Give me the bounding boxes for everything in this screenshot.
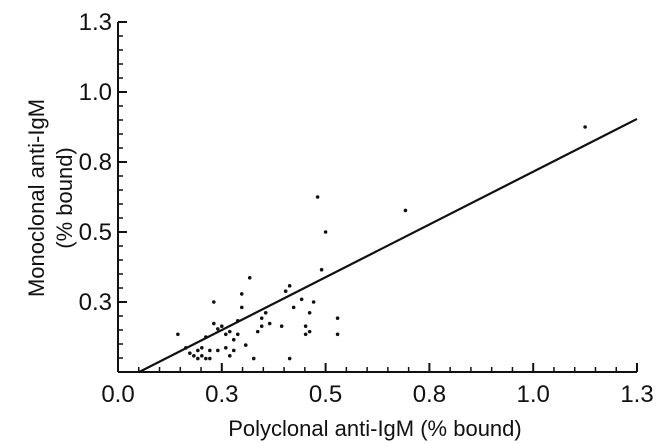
data-point bbox=[287, 284, 292, 288]
data-point bbox=[231, 337, 236, 342]
regression-line bbox=[138, 117, 638, 373]
data-point bbox=[188, 351, 192, 355]
x-tick-label: 0.8 bbox=[413, 381, 446, 408]
x-tick-label: 1.3 bbox=[620, 381, 653, 408]
fit-line-layer bbox=[138, 117, 638, 373]
data-point bbox=[208, 356, 212, 361]
data-point bbox=[200, 345, 204, 350]
data-point bbox=[267, 321, 272, 326]
data-point bbox=[239, 305, 244, 310]
data-point bbox=[204, 335, 208, 339]
y-tick-label: 0.3 bbox=[79, 289, 112, 316]
y-tick-label: 0.8 bbox=[79, 149, 112, 176]
y-axis-ticks: 0.3 0.5 0.8 1.0 1.3 bbox=[79, 9, 127, 373]
data-point bbox=[220, 324, 224, 329]
data-point bbox=[263, 310, 268, 315]
data-point bbox=[307, 329, 312, 334]
data-point bbox=[176, 332, 180, 337]
y-tick-label: 0.5 bbox=[79, 219, 112, 246]
data-point bbox=[303, 332, 308, 337]
data-point bbox=[239, 292, 244, 296]
data-point bbox=[243, 343, 248, 347]
data-point bbox=[323, 230, 328, 234]
data-point bbox=[231, 348, 236, 353]
data-point bbox=[303, 324, 308, 329]
data-point bbox=[212, 321, 216, 326]
data-point bbox=[235, 319, 240, 323]
data-point bbox=[583, 125, 587, 129]
data-point bbox=[335, 316, 340, 320]
x-tick-label: 0.3 bbox=[205, 381, 238, 408]
data-point bbox=[319, 267, 324, 272]
y-axis-title-line2: (% bound) bbox=[52, 147, 77, 249]
data-point bbox=[279, 324, 284, 329]
data-point bbox=[227, 354, 232, 358]
data-point bbox=[200, 354, 204, 358]
data-point bbox=[216, 348, 220, 353]
data-point bbox=[192, 354, 196, 358]
data-point bbox=[208, 348, 212, 353]
data-point bbox=[335, 332, 340, 337]
data-point bbox=[255, 329, 260, 334]
plot-frame bbox=[117, 22, 637, 373]
data-point bbox=[287, 356, 292, 361]
data-point bbox=[259, 324, 264, 329]
data-points bbox=[176, 125, 587, 361]
data-point bbox=[196, 356, 200, 361]
data-point bbox=[204, 356, 208, 361]
data-point bbox=[227, 329, 232, 334]
data-point bbox=[291, 305, 296, 310]
x-axis-title: Polyclonal anti-IgM (% bound) bbox=[228, 416, 521, 441]
y-axis-title-line1: Monoclonal anti-IgM bbox=[24, 99, 49, 297]
data-point bbox=[311, 300, 316, 304]
data-point bbox=[283, 289, 288, 294]
x-axis-ticks: 0.0 0.3 0.5 0.8 1.0 1.3 bbox=[101, 363, 654, 408]
data-point bbox=[247, 275, 252, 280]
x-tick-label: 0.0 bbox=[101, 381, 134, 408]
data-point bbox=[223, 332, 228, 337]
y-tick-label: 1.3 bbox=[79, 9, 112, 36]
data-point bbox=[251, 356, 256, 361]
data-point bbox=[184, 345, 188, 350]
data-point bbox=[216, 327, 220, 331]
data-point bbox=[403, 208, 408, 213]
x-tick-label: 0.5 bbox=[309, 381, 342, 408]
data-point bbox=[307, 310, 312, 315]
data-point bbox=[235, 332, 240, 337]
data-point bbox=[223, 345, 228, 350]
data-point bbox=[299, 297, 304, 302]
data-point bbox=[315, 195, 320, 199]
y-tick-label: 1.0 bbox=[79, 79, 112, 106]
data-point bbox=[196, 348, 200, 353]
minor-ticks bbox=[118, 35, 617, 372]
x-tick-label: 1.0 bbox=[517, 381, 550, 408]
data-point bbox=[212, 300, 216, 304]
data-point bbox=[259, 316, 264, 320]
